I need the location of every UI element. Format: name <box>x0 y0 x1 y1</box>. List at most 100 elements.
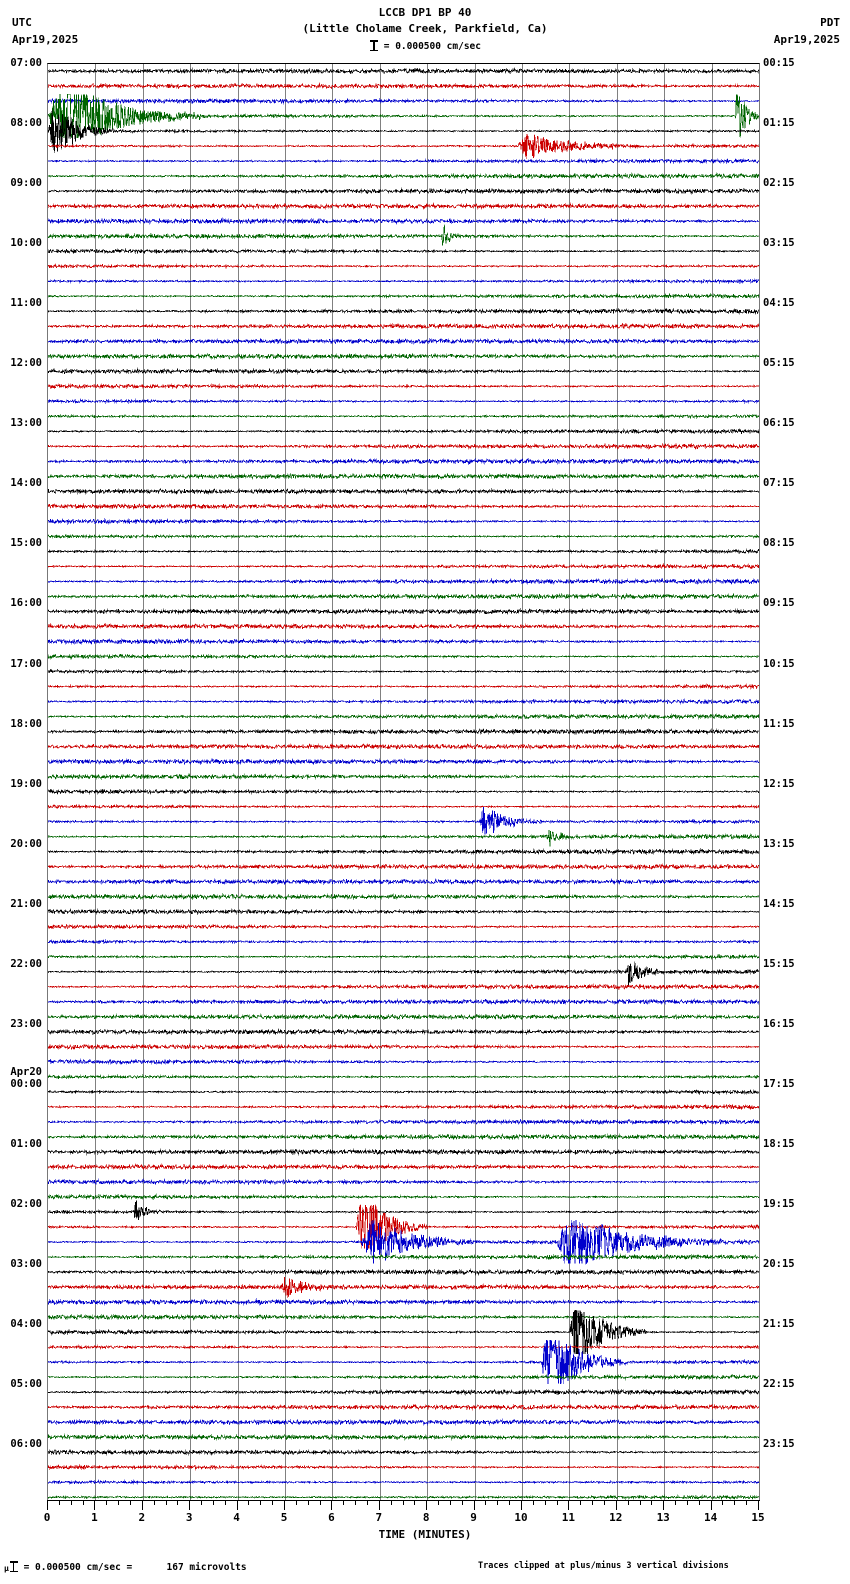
trace-42 <box>48 697 759 705</box>
x-tick-minor <box>366 1500 368 1505</box>
trace-84 <box>48 1309 759 1355</box>
x-tick-minor <box>390 1500 392 1505</box>
trace-59 <box>48 953 759 960</box>
trace-12 <box>48 248 759 255</box>
trace-38 <box>48 637 759 646</box>
trace-88 <box>48 1388 759 1396</box>
gridline-minute-11 <box>569 64 571 1501</box>
x-tick-label-11: 11 <box>561 1511 576 1524</box>
trace-93 <box>48 1463 759 1471</box>
x-tick-minor <box>106 1500 108 1505</box>
pdt-hour-label-0815: 08:15 <box>763 537 795 550</box>
x-tick-minor <box>592 1500 594 1505</box>
trace-80 <box>48 1268 759 1276</box>
x-tick-major-0 <box>47 1500 48 1510</box>
pdt-hour-label-1415: 14:15 <box>763 897 795 910</box>
pdt-hour-label-0215: 02:15 <box>763 177 795 190</box>
trace-3 <box>48 93 759 139</box>
x-tick-minor <box>307 1500 309 1505</box>
x-tick-minor <box>70 1500 72 1505</box>
pdt-hour-label-1515: 15:15 <box>763 957 795 970</box>
trace-28 <box>48 487 759 496</box>
utc-hour-label-0000: 00:00 <box>10 1077 42 1090</box>
x-tick-major-13 <box>663 1500 665 1510</box>
trace-65 <box>48 1043 759 1051</box>
x-tick-label-7: 7 <box>375 1511 383 1524</box>
x-tick-minor <box>603 1500 605 1505</box>
trace-83 <box>48 1313 759 1321</box>
trace-25 <box>48 442 759 451</box>
gridline-minute-4 <box>237 64 239 1501</box>
trace-55 <box>48 893 759 901</box>
utc-hour-label-0800: 08:00 <box>10 117 42 130</box>
trace-26 <box>48 457 759 465</box>
trace-2 <box>48 97 759 105</box>
x-tick-minor <box>639 1500 641 1505</box>
x-tick-minor <box>118 1500 120 1505</box>
gridline-minute-12 <box>616 64 618 1501</box>
pdt-hour-label-0115: 01:15 <box>763 117 795 130</box>
x-tick-label-1: 1 <box>91 1511 98 1524</box>
trace-16 <box>48 307 759 315</box>
trace-39 <box>48 653 759 660</box>
trace-89 <box>48 1403 759 1411</box>
scale-reference-text: = 0.000500 cm/sec <box>383 41 481 52</box>
trace-43 <box>48 713 759 720</box>
pdt-hour-label-0615: 06:15 <box>763 417 795 430</box>
vertical-gridlines <box>48 64 759 1501</box>
utc-hour-label-1900: 19:00 <box>10 777 42 790</box>
x-tick-major-15 <box>758 1500 759 1510</box>
x-tick-minor <box>532 1500 534 1505</box>
trace-72 <box>48 1148 759 1156</box>
trace-0 <box>48 67 759 75</box>
trace-34 <box>48 577 759 585</box>
trace-10 <box>48 217 759 225</box>
trace-49 <box>48 803 759 810</box>
gridline-minute-3 <box>190 64 192 1501</box>
trace-90 <box>48 1418 759 1426</box>
x-tick-minor <box>165 1500 167 1505</box>
trace-35 <box>48 592 759 600</box>
pdt-hour-label-0515: 05:15 <box>763 357 795 370</box>
x-tick-minor <box>580 1500 582 1505</box>
scale-bar-icon <box>369 39 379 51</box>
page-title: LCCB DP1 BP 40 <box>378 6 472 19</box>
utc-hour-label-1200: 12:00 <box>10 357 42 370</box>
trace-87 <box>48 1373 759 1381</box>
trace-44 <box>48 727 759 736</box>
x-tick-minor <box>509 1500 511 1505</box>
trace-52 <box>48 847 759 856</box>
x-tick-minor <box>675 1500 677 1505</box>
x-tick-minor <box>746 1500 748 1505</box>
x-tick-minor <box>698 1500 700 1505</box>
x-tick-minor <box>651 1500 653 1505</box>
right-date-label: Apr19,2025 <box>773 33 840 46</box>
trace-15 <box>48 292 759 300</box>
trace-57 <box>48 923 759 930</box>
utc-hour-label-2100: 21:00 <box>10 897 42 910</box>
x-tick-label-5: 5 <box>280 1511 288 1524</box>
trace-8 <box>48 187 759 195</box>
utc-hour-label-1100: 11:00 <box>10 297 42 310</box>
trace-53 <box>48 862 759 871</box>
x-tick-major-1 <box>94 1500 96 1510</box>
gridline-minute-7 <box>379 64 381 1501</box>
trace-79 <box>48 1253 759 1261</box>
x-tick-major-3 <box>189 1500 191 1510</box>
trace-71 <box>48 1133 759 1141</box>
utc-hour-label-1800: 18:00 <box>10 717 42 730</box>
x-tick-minor <box>272 1500 274 1505</box>
x-tick-major-8 <box>426 1500 428 1510</box>
x-tick-minor <box>248 1500 250 1505</box>
trace-13 <box>48 263 759 269</box>
x-tick-major-12 <box>615 1500 617 1510</box>
trace-78 <box>48 1220 759 1265</box>
left-timezone-label: UTC <box>12 16 32 29</box>
trace-29 <box>48 502 759 510</box>
x-tick-label-2: 2 <box>138 1511 146 1524</box>
utc-hour-label-1600: 16:00 <box>10 597 42 610</box>
trace-45 <box>48 742 759 751</box>
trace-11 <box>48 224 759 246</box>
trace-24 <box>48 428 759 435</box>
trace-76 <box>48 1200 759 1220</box>
